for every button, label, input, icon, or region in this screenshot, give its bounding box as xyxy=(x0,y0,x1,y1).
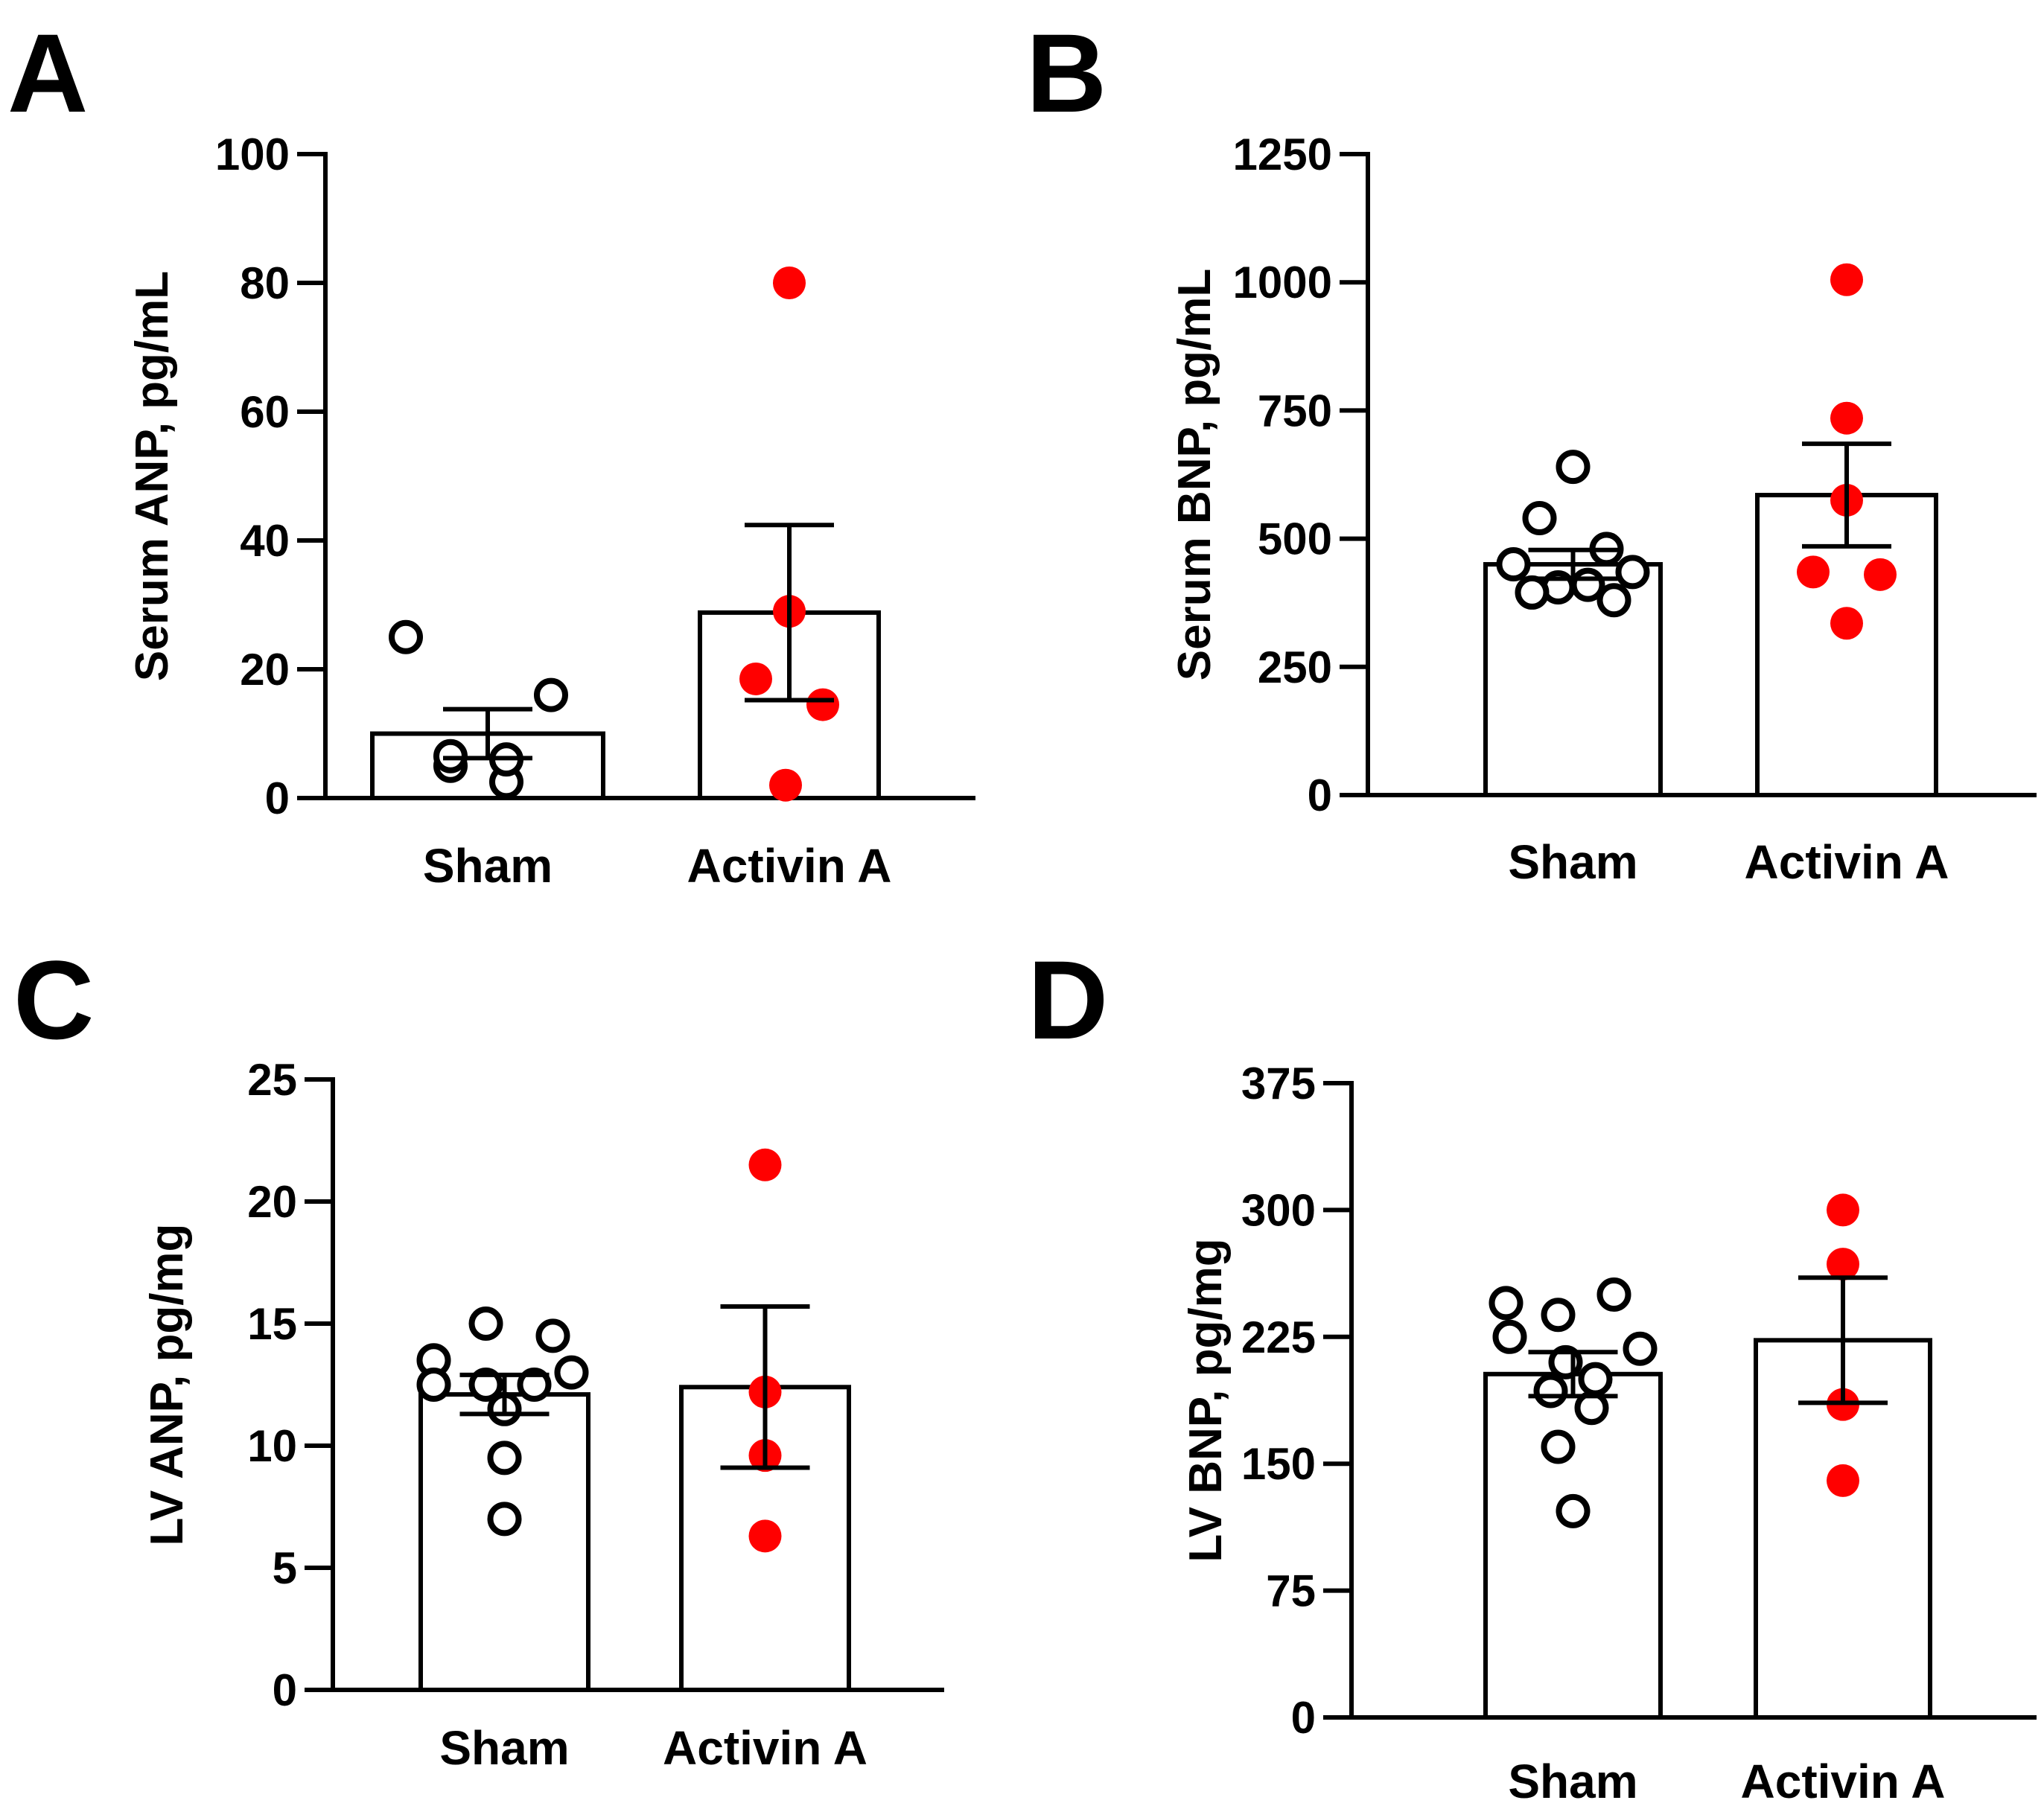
panel-letter: B xyxy=(1026,10,1107,135)
data-point-sham xyxy=(1596,583,1631,618)
y-tick-label: 375 xyxy=(1241,1059,1316,1108)
data-point-activin-a xyxy=(769,768,802,802)
y-tick-label: 20 xyxy=(247,1177,297,1227)
data-point-sham xyxy=(1496,547,1531,582)
data-point-activin-a xyxy=(739,662,772,695)
y-tick-label: 0 xyxy=(1291,1693,1316,1743)
panel-letter: A xyxy=(7,10,88,135)
data-point-sham xyxy=(1615,555,1650,590)
y-tick-label: 750 xyxy=(1258,386,1332,436)
data-point-sham xyxy=(416,1368,451,1402)
data-point-sham xyxy=(1541,1298,1576,1333)
data-point-sham xyxy=(1492,1319,1527,1354)
chart-panel-b: B 0 250 500 750 1000 1250 Serum BNP, pg/mL Sham A… xyxy=(1026,10,2037,889)
y-tick-label: 15 xyxy=(247,1299,297,1349)
y-tick-label: 150 xyxy=(1241,1439,1316,1489)
data-point-sham xyxy=(535,1318,570,1353)
data-point-sham xyxy=(1596,1277,1631,1312)
data-point-sham xyxy=(468,1306,503,1341)
data-point-sham xyxy=(487,1440,522,1475)
y-tick-label: 5 xyxy=(273,1543,297,1593)
chart-panel-d: D 0 75 150 225 300 375 LV BNP, pg/mg Sham Activin… xyxy=(1028,937,2037,1808)
data-point-activin-a xyxy=(1827,1248,1859,1281)
data-point-sham xyxy=(1489,1286,1524,1321)
x-category-label: Activin A xyxy=(663,1721,867,1775)
data-point-sham xyxy=(389,619,423,654)
data-point-sham xyxy=(468,1368,503,1402)
y-tick-label: 80 xyxy=(240,258,290,308)
data-point-sham xyxy=(1541,1429,1576,1464)
data-point-activin-a xyxy=(1797,555,1830,589)
bar-sham xyxy=(418,1392,590,1692)
data-point-activin-a xyxy=(806,688,839,721)
y-tick-label: 225 xyxy=(1241,1312,1316,1362)
data-point-sham xyxy=(1556,1493,1591,1528)
y-axis-title: LV BNP, pg/mg xyxy=(1180,1238,1232,1562)
y-axis-title: Serum BNP, pg/mL xyxy=(1169,269,1220,681)
data-point-activin-a xyxy=(1830,263,1863,296)
y-tick-label: 0 xyxy=(1308,770,1332,820)
y-tick-label: 10 xyxy=(247,1421,297,1471)
y-tick-label: 100 xyxy=(215,130,290,179)
data-point-activin-a xyxy=(1827,1464,1859,1497)
y-tick-label: 1250 xyxy=(1233,130,1332,179)
chart-panel-a: A 0 20 40 60 80 100 Serum ANP, pg/mL Sham Activin… xyxy=(7,10,975,893)
data-point-sham xyxy=(554,1355,589,1390)
x-category-label: Sham xyxy=(1508,1755,1637,1808)
x-category-label: Activin A xyxy=(687,839,892,893)
data-point-sham xyxy=(517,1368,552,1402)
data-point-sham xyxy=(1515,575,1550,610)
data-point-sham xyxy=(1533,1374,1568,1408)
y-tick-label: 25 xyxy=(247,1055,297,1105)
y-tick-label: 250 xyxy=(1258,642,1332,692)
data-point-sham xyxy=(1574,1391,1609,1426)
data-point-activin-a xyxy=(748,1148,782,1181)
y-tick-label: 300 xyxy=(1241,1185,1316,1235)
y-axis-title: LV ANP, pg/mg xyxy=(141,1224,193,1546)
y-tick-label: 60 xyxy=(240,387,290,437)
data-point-activin-a xyxy=(1830,607,1863,640)
y-tick-label: 0 xyxy=(273,1665,297,1715)
bar-sham xyxy=(1483,1371,1663,1720)
y-tick-label: 75 xyxy=(1266,1566,1316,1616)
y-tick-label: 1000 xyxy=(1233,258,1332,307)
data-point-sham xyxy=(1522,501,1557,536)
x-category-label: Sham xyxy=(423,839,553,893)
panel-letter: C xyxy=(13,937,94,1062)
y-tick-label: 500 xyxy=(1258,514,1332,564)
x-category-label: Activin A xyxy=(1745,835,1949,889)
bar-sham xyxy=(1483,562,1663,797)
chart-panel-c: C 0 5 10 15 20 25 LV ANP, pg/mg Sham Activin A xyxy=(13,937,944,1775)
data-point-sham xyxy=(1623,1331,1658,1366)
x-category-label: Sham xyxy=(1508,835,1637,889)
x-category-label: Sham xyxy=(439,1721,569,1775)
data-point-sham xyxy=(1556,450,1591,485)
y-tick-label: 20 xyxy=(240,645,290,695)
data-point-activin-a xyxy=(1830,401,1863,435)
data-point-sham xyxy=(534,677,568,712)
data-point-activin-a xyxy=(1864,558,1897,591)
x-category-label: Activin A xyxy=(1741,1755,1946,1808)
data-point-activin-a xyxy=(773,267,806,299)
data-point-activin-a xyxy=(1827,1193,1859,1227)
y-tick-label: 40 xyxy=(240,516,290,566)
y-tick-label: 0 xyxy=(265,773,290,823)
data-point-activin-a xyxy=(748,1519,782,1553)
panel-letter: D xyxy=(1028,937,1108,1062)
y-axis-title: Serum ANP, pg/mL xyxy=(127,271,178,681)
data-point-sham xyxy=(487,1502,522,1537)
data-point-sham xyxy=(1578,1362,1613,1397)
